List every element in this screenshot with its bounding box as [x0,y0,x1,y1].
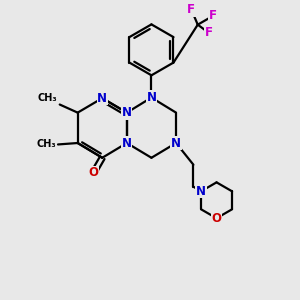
Text: N: N [122,136,132,149]
Text: O: O [212,212,221,225]
Text: CH₃: CH₃ [36,140,56,149]
Text: N: N [196,185,206,198]
Text: N: N [146,91,156,104]
Text: F: F [209,10,217,22]
Text: O: O [88,166,99,179]
Text: N: N [97,92,107,105]
Text: F: F [188,3,195,16]
Text: N: N [122,106,132,119]
Text: F: F [205,26,213,39]
Text: CH₃: CH₃ [38,93,57,103]
Text: N: N [171,136,181,149]
